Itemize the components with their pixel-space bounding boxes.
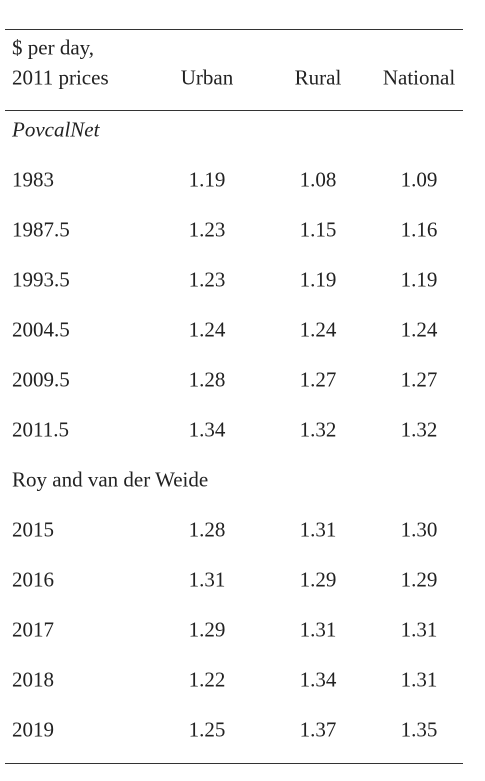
row-label: 2004.5 [12, 317, 70, 342]
cell: 1.37 [299, 717, 337, 742]
cell: 1.23 [188, 217, 226, 242]
cell: 1.27 [400, 367, 438, 392]
section-title: PovcalNet [12, 117, 100, 142]
cell: 1.22 [188, 667, 226, 692]
cell: 1.29 [188, 617, 226, 642]
row-label: 2018 [12, 667, 54, 692]
row-label: 1993.5 [12, 267, 70, 292]
cell: 1.31 [400, 617, 438, 642]
header-rule [5, 110, 463, 111]
cell: 1.31 [299, 517, 337, 542]
cell: 1.09 [400, 167, 438, 192]
cell: 1.32 [299, 417, 337, 442]
cell: 1.31 [299, 617, 337, 642]
cell: 1.34 [299, 667, 337, 692]
cell: 1.30 [400, 517, 438, 542]
cell: 1.27 [299, 367, 337, 392]
row-label: 2009.5 [12, 367, 70, 392]
top-rule [5, 29, 463, 30]
column-header: Rural [294, 65, 342, 90]
cell: 1.34 [188, 417, 226, 442]
cell: 1.25 [188, 717, 226, 742]
cell: 1.24 [188, 317, 226, 342]
cell: 1.35 [400, 717, 438, 742]
row-label: 2016 [12, 567, 54, 592]
cell: 1.19 [188, 167, 226, 192]
cell: 1.28 [188, 367, 226, 392]
cell: 1.31 [400, 667, 438, 692]
section-title: Roy and van der Weide [12, 467, 209, 492]
row-label: 2019 [12, 717, 54, 742]
cell: 1.29 [299, 567, 337, 592]
cell: 1.24 [299, 317, 337, 342]
cell: 1.31 [188, 567, 226, 592]
cell: 1.23 [188, 267, 226, 292]
column-header: Urban [180, 65, 234, 90]
corner-label: 2011 prices [12, 65, 109, 90]
cell: 1.15 [299, 217, 337, 242]
cell: 1.29 [400, 567, 438, 592]
cell: 1.32 [400, 417, 438, 442]
cell: 1.19 [400, 267, 438, 292]
row-label: 1983 [12, 167, 54, 192]
cell: 1.24 [400, 317, 438, 342]
row-label: 2017 [12, 617, 54, 642]
row-label: 1987.5 [12, 217, 70, 242]
column-header: National [382, 65, 456, 90]
cell: 1.28 [188, 517, 226, 542]
bottom-rule [5, 763, 463, 764]
row-label: 2011.5 [12, 417, 69, 442]
cell: 1.16 [400, 217, 438, 242]
corner-label: $ per day, [12, 35, 95, 60]
row-label: 2015 [12, 517, 54, 542]
cell: 1.19 [299, 267, 337, 292]
cell: 1.08 [299, 167, 337, 192]
